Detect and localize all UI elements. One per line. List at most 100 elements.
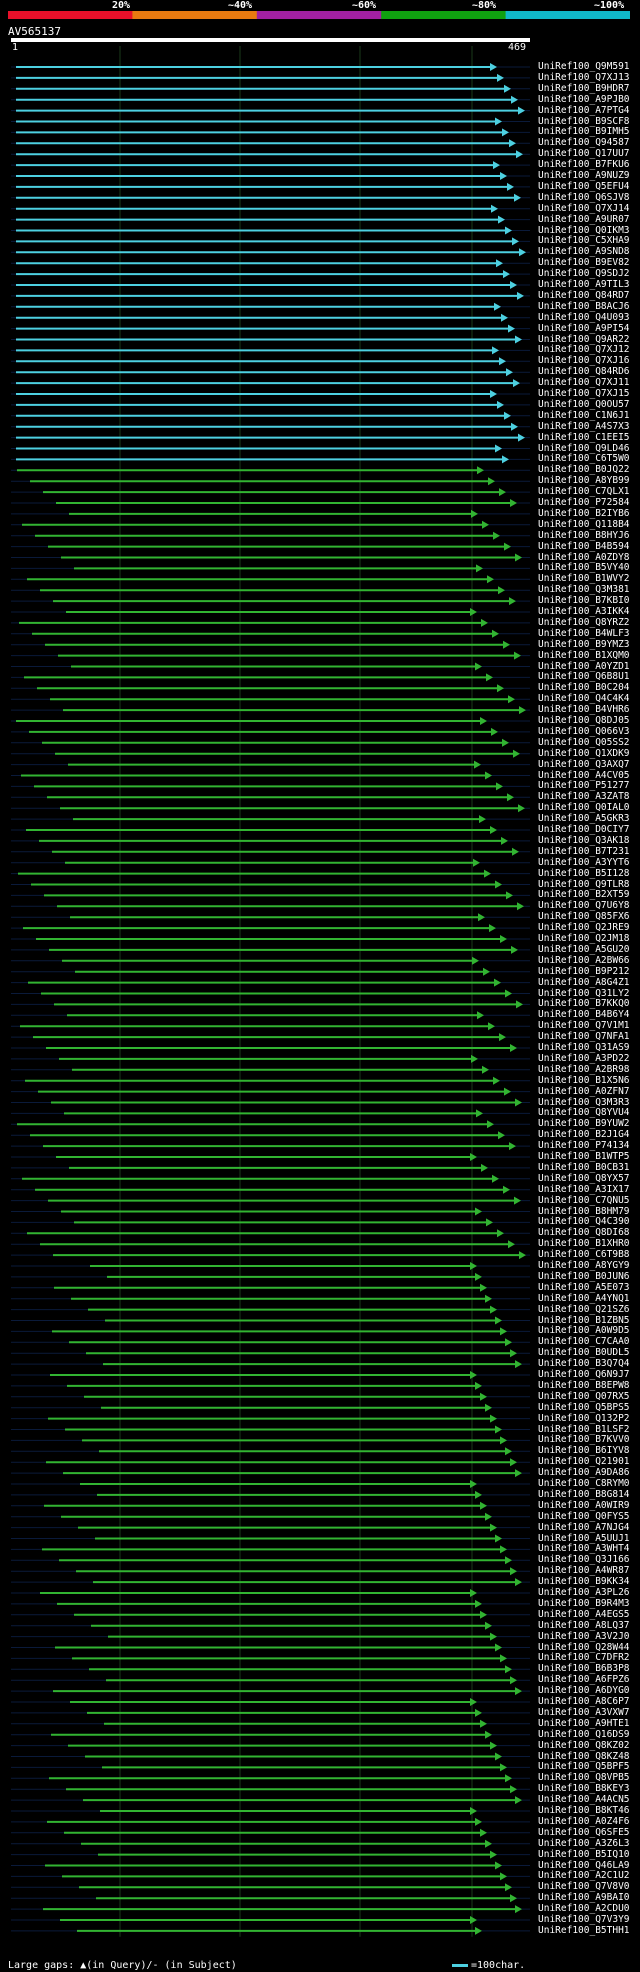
hit-label[interactable]: UniRef100_Q21SZ6 (538, 1303, 630, 1315)
hit-label[interactable]: UniRef100_Q6SFE5 (538, 1826, 630, 1838)
hit-label[interactable]: UniRef100_Q2JRE9 (538, 922, 630, 934)
hit-label[interactable]: UniRef100_A3ZAT8 (538, 791, 630, 803)
hit-label[interactable]: UniRef100_B8KEY3 (538, 1783, 630, 1795)
hit-label[interactable]: UniRef100_Q0FYS5 (538, 1510, 630, 1522)
hit-label[interactable]: UniRef100_A8YB99 (538, 475, 630, 487)
hit-label[interactable]: UniRef100_B0JQ22 (538, 464, 630, 476)
hit-label[interactable]: UniRef100_Q8DI68 (538, 1227, 630, 1239)
hit-label[interactable]: UniRef100_Q3AK18 (538, 834, 630, 846)
hit-label[interactable]: UniRef100_B8HM79 (538, 1205, 630, 1217)
hit-label[interactable]: UniRef100_B3Q7Q4 (538, 1358, 630, 1370)
hit-label[interactable]: UniRef100_Q21901 (538, 1456, 630, 1468)
hit-label[interactable]: UniRef100_Q3J166 (538, 1554, 630, 1566)
hit-label[interactable]: UniRef100_A4WR87 (538, 1565, 630, 1577)
hit-label[interactable]: UniRef100_Q6N9J7 (538, 1369, 630, 1380)
hit-label[interactable]: UniRef100_A3VXW7 (538, 1706, 630, 1718)
hit-label[interactable]: UniRef100_Q066V3 (538, 725, 630, 737)
hit-label[interactable]: UniRef100_P74134 (538, 1140, 630, 1152)
hit-label[interactable]: UniRef100_B0C204 (538, 682, 630, 694)
hit-label[interactable]: UniRef100_A3IKK4 (538, 606, 630, 617)
hit-label[interactable]: UniRef100_C1N6J1 (538, 409, 630, 421)
hit-label[interactable]: UniRef100_Q46LA9 (538, 1859, 630, 1871)
hit-label[interactable]: UniRef100_Q7V8V0 (538, 1881, 630, 1893)
hit-label[interactable]: UniRef100_B4B594 (538, 540, 630, 552)
hit-label[interactable]: UniRef100_Q2JM18 (538, 933, 630, 944)
hit-label[interactable]: UniRef100_Q7XJ11 (538, 377, 630, 389)
hit-label[interactable]: UniRef100_A6FPZ6 (538, 1674, 630, 1686)
hit-label[interactable]: UniRef100_A4S7X3 (538, 420, 630, 432)
hit-label[interactable]: UniRef100_A9NUZ9 (538, 170, 630, 181)
hit-label[interactable]: UniRef100_B1WTP5 (538, 1151, 630, 1162)
hit-label[interactable]: UniRef100_A9UR07 (538, 213, 630, 225)
hit-label[interactable]: UniRef100_A0ZFN7 (538, 1085, 630, 1097)
hit-label[interactable]: UniRef100_B6IYV8 (538, 1445, 630, 1457)
hit-label[interactable]: UniRef100_B5I128 (538, 867, 630, 879)
hit-label[interactable]: UniRef100_B9HDR7 (538, 82, 630, 94)
hit-label[interactable]: UniRef100_Q7V1M1 (538, 1020, 630, 1032)
hit-label[interactable]: UniRef100_A8G4Z1 (538, 976, 630, 988)
hit-label[interactable]: UniRef100_Q8KZ48 (538, 1750, 630, 1762)
hit-label[interactable]: UniRef100_B4WLF3 (538, 627, 630, 639)
hit-label[interactable]: UniRef100_A4ACN5 (538, 1794, 630, 1806)
hit-label[interactable]: UniRef100_B9YUW2 (538, 1118, 630, 1130)
hit-label[interactable]: UniRef100_Q0IKM3 (538, 224, 630, 236)
hit-label[interactable]: UniRef100_C7DFR2 (538, 1652, 630, 1664)
hit-label[interactable]: UniRef100_B2J1G4 (538, 1129, 630, 1141)
hit-label[interactable]: UniRef100_Q8DJ05 (538, 715, 630, 726)
hit-label[interactable]: UniRef100_Q31LY2 (538, 987, 630, 999)
hit-label[interactable]: UniRef100_A3PL26 (538, 1587, 630, 1598)
hit-label[interactable]: UniRef100_A2BR98 (538, 1063, 630, 1075)
hit-label[interactable]: UniRef100_Q28W44 (538, 1641, 630, 1653)
hit-label[interactable]: UniRef100_A3IX17 (538, 1183, 630, 1195)
hit-label[interactable]: UniRef100_A3YYT6 (538, 856, 630, 868)
hit-label[interactable]: UniRef100_Q4U093 (538, 311, 630, 323)
hit-label[interactable]: UniRef100_Q0OU57 (538, 398, 630, 410)
hit-label[interactable]: UniRef100_P72584 (538, 497, 630, 508)
hit-label[interactable]: UniRef100_Q84RD7 (538, 289, 630, 301)
hit-label[interactable]: UniRef100_Q85FX6 (538, 911, 630, 923)
hit-label[interactable]: UniRef100_P51277 (538, 780, 630, 792)
hit-label[interactable]: UniRef100_C7QNU5 (538, 1194, 630, 1206)
hit-label[interactable]: UniRef100_Q4C390 (538, 1216, 630, 1228)
hit-label[interactable]: UniRef100_B9IMH5 (538, 126, 630, 138)
hit-label[interactable]: UniRef100_C7QLX1 (538, 486, 630, 498)
hit-label[interactable]: UniRef100_A0ZDY8 (538, 551, 630, 563)
hit-label[interactable]: UniRef100_B9EV82 (538, 257, 630, 269)
hit-label[interactable]: UniRef100_Q8VPB5 (538, 1772, 630, 1784)
hit-label[interactable]: UniRef100_A3V2J0 (538, 1630, 630, 1642)
hit-label[interactable]: UniRef100_Q31AS9 (538, 1042, 630, 1053)
hit-label[interactable]: UniRef100_B0JUN6 (538, 1270, 630, 1282)
hit-label[interactable]: UniRef100_Q07RX5 (538, 1390, 630, 1402)
hit-label[interactable]: UniRef100_B7T231 (538, 845, 630, 857)
hit-label[interactable]: UniRef100_B8G814 (538, 1488, 630, 1500)
hit-label[interactable]: UniRef100_Q8KZ02 (538, 1739, 630, 1751)
hit-label[interactable]: UniRef100_Q9AR22 (538, 333, 630, 345)
hit-label[interactable]: UniRef100_B7KVV0 (538, 1434, 630, 1446)
hit-label[interactable]: UniRef100_A4CV05 (538, 769, 630, 781)
hit-label[interactable]: UniRef100_B8HYJ6 (538, 529, 630, 541)
hit-label[interactable]: UniRef100_B2IYB6 (538, 507, 630, 519)
hit-label[interactable]: UniRef100_Q7XJ16 (538, 355, 630, 367)
hit-label[interactable]: UniRef100_B6B3P8 (538, 1663, 630, 1675)
hit-label[interactable]: UniRef100_Q16DS9 (538, 1728, 630, 1740)
hit-label[interactable]: UniRef100_B0CB31 (538, 1161, 630, 1173)
hit-label[interactable]: UniRef100_C1EEI5 (538, 431, 630, 443)
hit-label[interactable]: UniRef100_Q3AXQ7 (538, 758, 630, 770)
hit-label[interactable]: UniRef100_B5IQ10 (538, 1848, 630, 1860)
hit-label[interactable]: UniRef100_Q132P2 (538, 1412, 630, 1424)
hit-label[interactable]: UniRef100_C6T5W0 (538, 453, 630, 465)
hit-label[interactable]: UniRef100_B1XQM0 (538, 649, 630, 661)
hit-label[interactable]: UniRef100_C5XHA9 (538, 235, 630, 247)
hit-label[interactable]: UniRef100_C7CAA0 (538, 1336, 630, 1348)
hit-label[interactable]: UniRef100_A7PTG4 (538, 104, 630, 116)
hit-label[interactable]: UniRef100_Q1XDK9 (538, 747, 630, 759)
hit-label[interactable]: UniRef100_A8YGY9 (538, 1260, 630, 1271)
hit-label[interactable]: UniRef100_Q0IAL0 (538, 802, 630, 814)
hit-label[interactable]: UniRef100_B4VHR6 (538, 704, 630, 716)
hit-label[interactable]: UniRef100_B9YMZ3 (538, 638, 630, 650)
hit-label[interactable]: UniRef100_Q7U6Y8 (538, 900, 630, 912)
hit-label[interactable]: UniRef100_B9R4M3 (538, 1597, 630, 1609)
hit-label[interactable]: UniRef100_Q5BPS5 (538, 1401, 630, 1413)
hit-label[interactable]: UniRef100_Q7XJ15 (538, 388, 630, 399)
hit-label[interactable]: UniRef100_A5GKR3 (538, 813, 630, 825)
